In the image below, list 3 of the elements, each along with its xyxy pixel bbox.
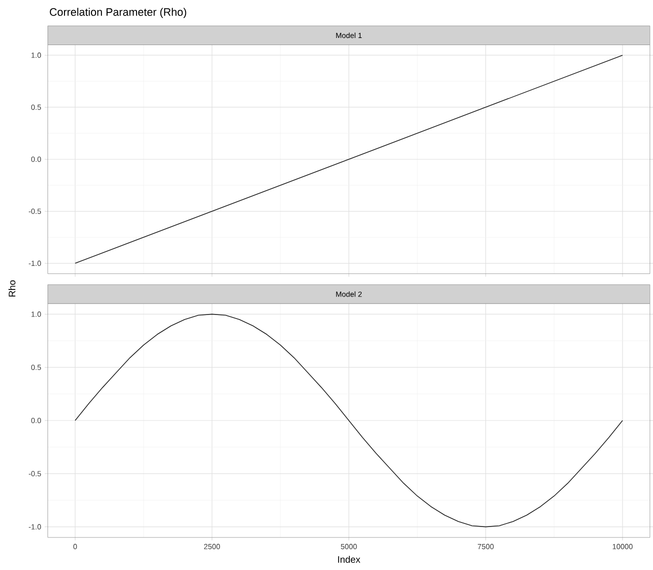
x-axis-title: Index [338, 556, 360, 563]
chart-title: Correlation Parameter (Rho) [50, 8, 186, 18]
y-axis-title: Rho [8, 280, 16, 296]
